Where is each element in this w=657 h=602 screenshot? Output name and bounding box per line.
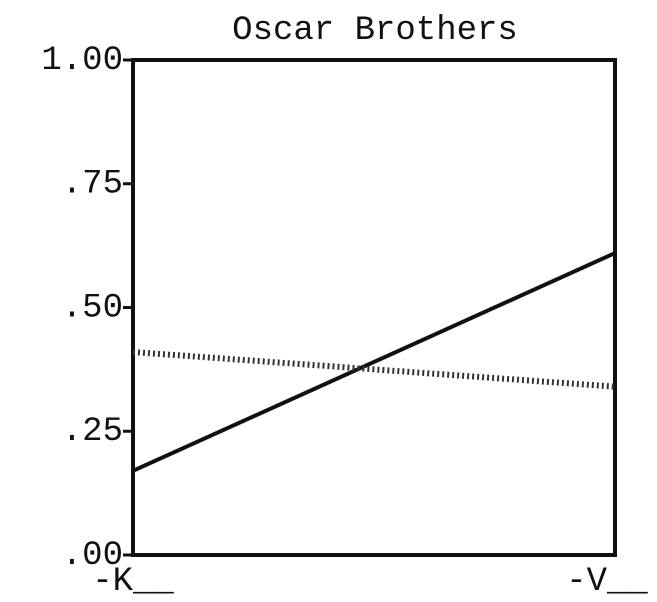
y-tick-label: .25 <box>62 413 123 451</box>
y-tick-label: .50 <box>62 289 123 327</box>
series-line <box>132 349 616 390</box>
y-tick-label: .75 <box>62 166 123 204</box>
x-tick-label: -K__ <box>92 563 174 601</box>
series-line <box>132 251 616 473</box>
plot-frame <box>131 58 617 557</box>
x-tick-label: -V__ <box>566 563 648 601</box>
chart-title: Oscar Brothers <box>232 12 518 50</box>
y-tick-label: 1.00 <box>41 42 123 80</box>
y-tick-label: .00 <box>62 537 123 575</box>
